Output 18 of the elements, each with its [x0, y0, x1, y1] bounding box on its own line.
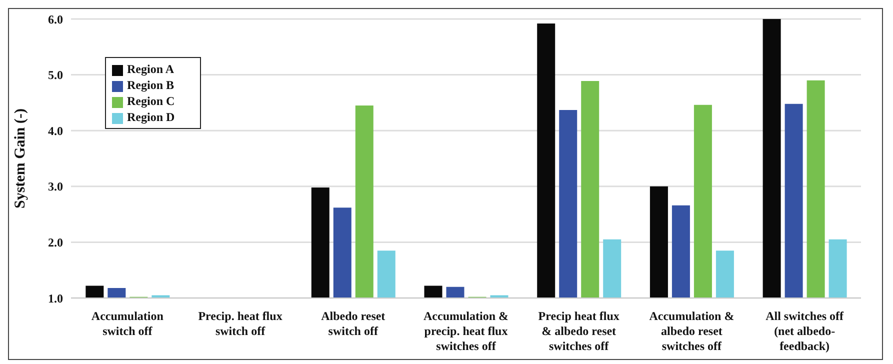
legend-label: Region A: [127, 62, 174, 76]
y-tick-label: 5.0: [48, 68, 63, 82]
x-tick-label: Accumulation & albedo reset switches off: [649, 309, 734, 353]
x-tick-label: Albedo reset switch off: [321, 309, 386, 338]
legend-label: Region B: [127, 78, 174, 92]
x-tick-label: All switches off (net albedo-feedback): [766, 309, 845, 353]
y-axis-title: System Gain (-): [12, 108, 28, 208]
legend-label: Region C: [127, 94, 175, 108]
legend-label: Region D: [127, 110, 175, 124]
y-tick-label: 4.0: [48, 124, 63, 138]
x-tick-label: Precip. heat flux switch off: [198, 309, 282, 338]
y-tick-label: 6.0: [48, 12, 63, 26]
x-tick-label: Accumulation switch off: [91, 309, 164, 338]
y-tick-label: 3.0: [48, 180, 63, 194]
y-tick-label: 2.0: [48, 235, 63, 250]
x-tick-label: Accumulation & precip. heat flux switches off: [424, 309, 508, 353]
y-tick-label: 1.0: [48, 291, 63, 306]
x-tick-label: Precip heat flux & albedo reset switches off: [538, 309, 620, 353]
